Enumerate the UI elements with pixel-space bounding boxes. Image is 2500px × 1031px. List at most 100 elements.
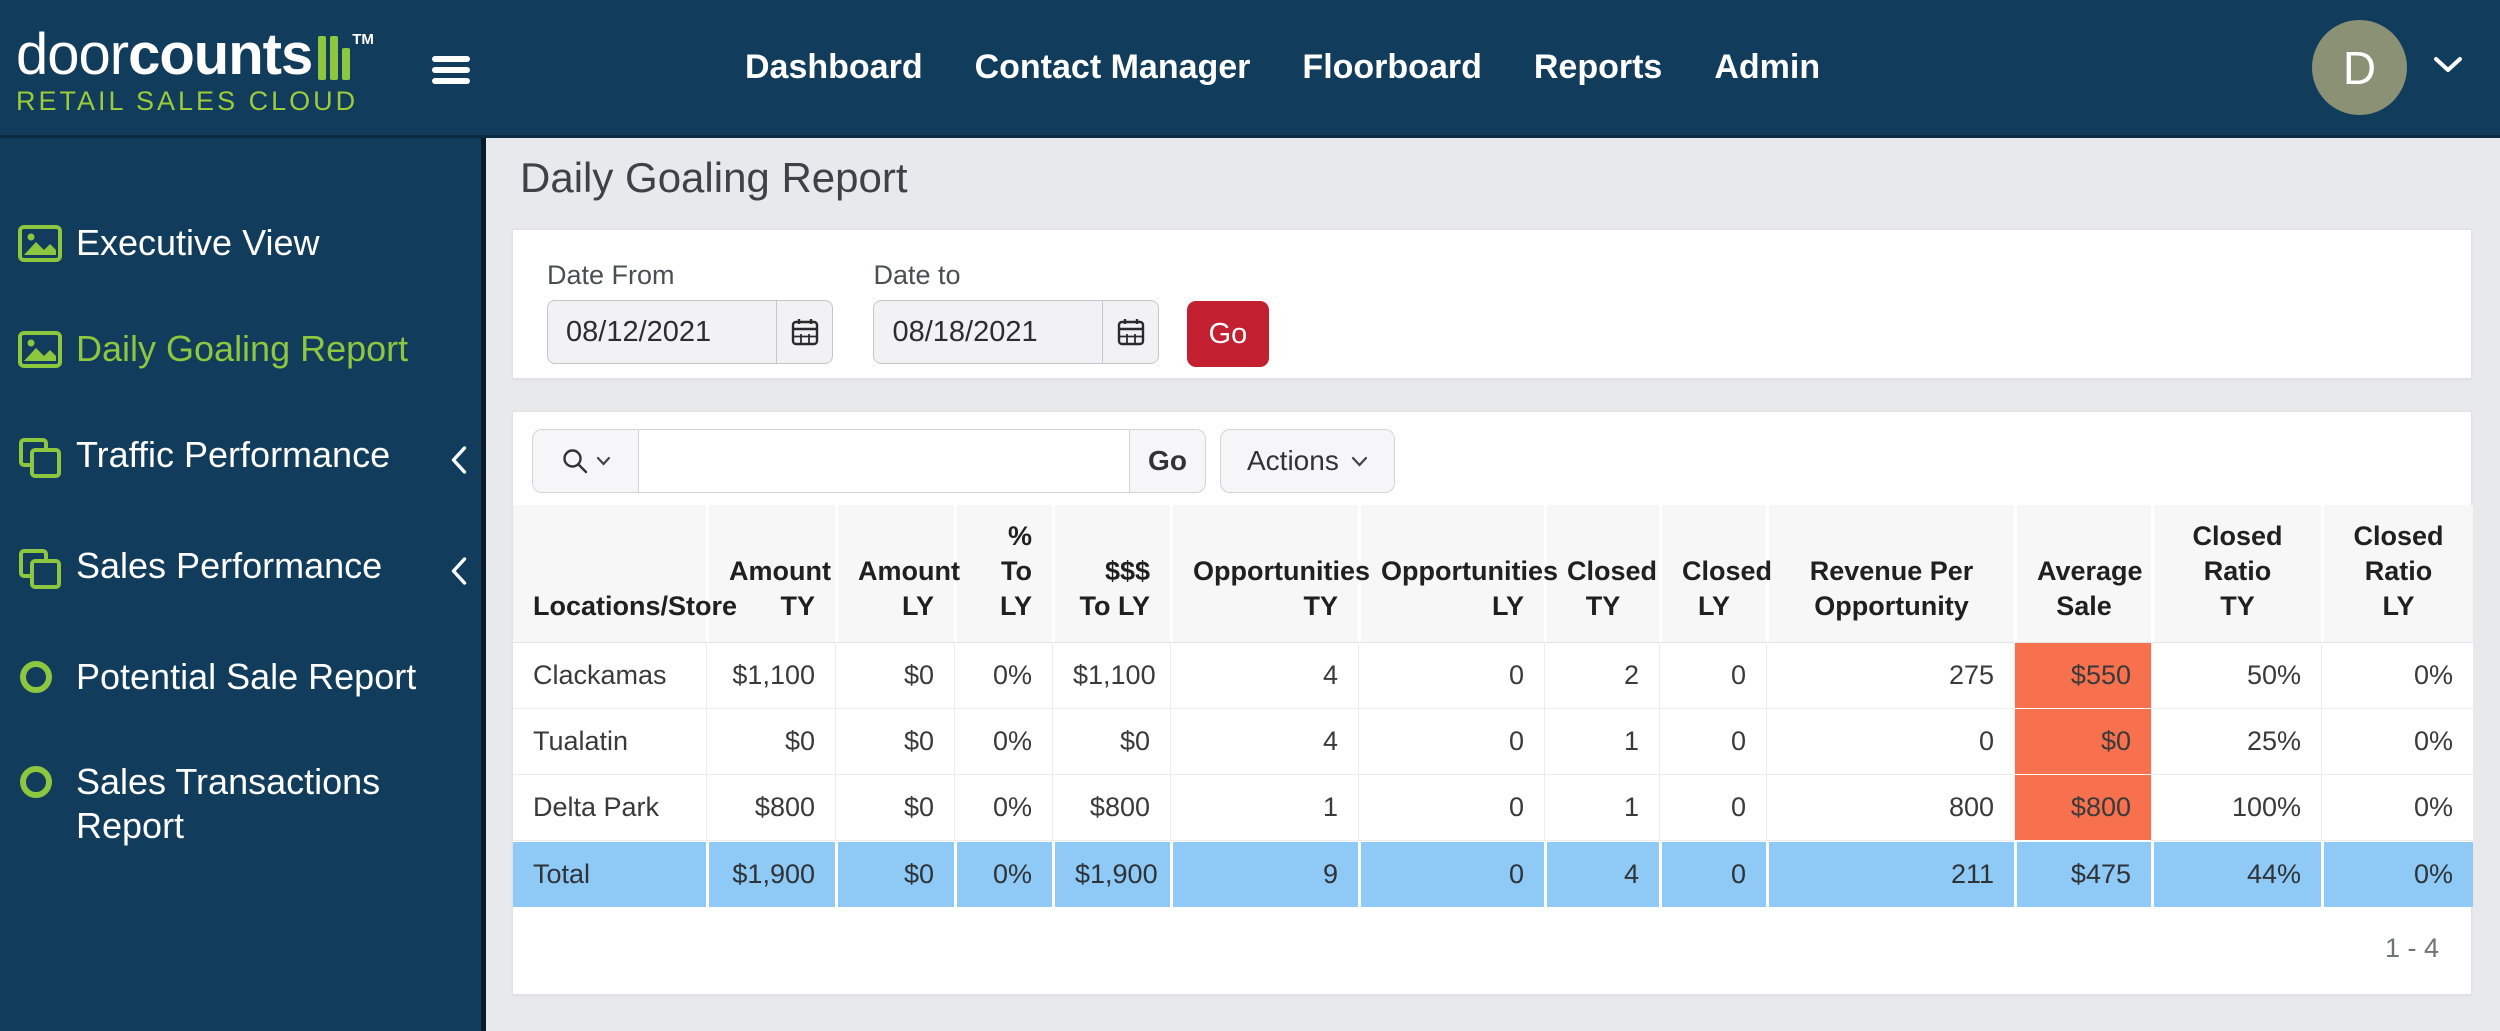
cell-closed-ratio-ty: 44%: [2151, 841, 2321, 907]
nav-admin[interactable]: Admin: [1714, 48, 1821, 86]
date-from-input[interactable]: [548, 301, 776, 363]
search-go-button[interactable]: Go: [1129, 430, 1205, 492]
actions-button[interactable]: Actions: [1220, 429, 1395, 493]
cell-closed-ratio-ty: 50%: [2151, 643, 2321, 709]
column-header-closed-ty[interactable]: Closed TY: [1544, 505, 1659, 643]
nav-reports[interactable]: Reports: [1533, 48, 1663, 86]
column-header-opportunities-ly[interactable]: Opportunities LY: [1358, 505, 1558, 643]
sidebar-item-label: Sales Transactions Report: [76, 761, 381, 846]
search-input[interactable]: [639, 430, 1129, 492]
table-row-total: Total $1,900 $0 0% $1,900 9 0 4 0 211 $475 44% 0%: [513, 841, 2473, 907]
cell-locations-store: Clackamas: [513, 643, 706, 709]
cell-amount-ty: $800: [706, 775, 835, 841]
chevron-left-icon[interactable]: [450, 552, 467, 596]
brand-logo[interactable]: door counts TM RETAIL SALES CLOUD: [16, 26, 374, 117]
cell-opportunities-ly: 0: [1358, 709, 1544, 775]
cell-to-ly: 0%: [954, 775, 1052, 841]
avatar[interactable]: D: [2312, 20, 2407, 115]
chevron-down-icon: [596, 456, 610, 466]
top-navigation: Dashboard Contact Manager Floorboard Report…: [745, 0, 1820, 135]
cell-to-ly: $1,100: [1052, 643, 1170, 709]
cell-opportunities-ly: 0: [1358, 775, 1544, 841]
search-column-selector[interactable]: [533, 430, 639, 492]
column-header-to-ly[interactable]: $$$ To LY: [1052, 505, 1170, 643]
cell-closed-ratio-ly: 0%: [2321, 709, 2473, 775]
column-header-locations-store[interactable]: Locations/Store: [513, 505, 737, 643]
date-go-button[interactable]: Go: [1186, 301, 1269, 367]
table-header: Locations/Store Amount TY Amount LY% To LY…: [513, 505, 2473, 643]
cell-opportunities-ty: 4: [1170, 709, 1358, 775]
sidebar-item-potential-sale-report[interactable]: Potential Sale Report: [0, 655, 481, 705]
date-from-label: Date From: [547, 260, 675, 290]
column-header-amount-ly[interactable]: Amount LY: [835, 505, 960, 643]
cell-to-ly: 0%: [954, 709, 1052, 775]
brand-logo-wordmark: door counts TM: [16, 26, 374, 84]
sidebar-item-traffic-performance[interactable]: Traffic Performance: [0, 433, 481, 489]
column-header-closed-ratio-ly[interactable]: Closed Ratio LY: [2321, 505, 2473, 643]
report-toolbar: Go Actions: [513, 412, 2471, 505]
pages-icon: [18, 548, 76, 600]
calendar-icon[interactable]: [1102, 301, 1158, 363]
cell-closed-ly: 0: [1659, 709, 1766, 775]
page-title: Daily Goaling Report: [520, 154, 908, 201]
chevron-down-icon: [1351, 456, 1367, 467]
nav-dashboard[interactable]: Dashboard: [745, 48, 923, 86]
cell-to-ly: 0%: [954, 841, 1052, 907]
table-row-delta-park: Delta Park $800 $0 0% $800 1 0 1 0 800 $800 100% 0%: [513, 775, 2473, 841]
column-header-closed-ratio-ty[interactable]: Closed Ratio TY: [2151, 505, 2321, 643]
brand-tagline: RETAIL SALES CLOUD: [16, 86, 359, 116]
brand-name-light: door: [16, 22, 129, 87]
nav-floorboard[interactable]: Floorboard: [1302, 48, 1482, 86]
top-header-bar: door counts TM RETAIL SALES CLOUD Dashboa…: [0, 0, 2500, 138]
cell-closed-ly: 0: [1659, 643, 1766, 709]
sidebar-item-sales-transactions-report[interactable]: Sales Transactions Report: [0, 760, 481, 848]
cell-opportunities-ly: 0: [1358, 841, 1544, 907]
cell-closed-ty: 4: [1544, 841, 1659, 907]
cell-amount-ty: $1,900: [706, 841, 835, 907]
column-header-closed-ly[interactable]: Closed LY: [1659, 505, 1772, 643]
cell-opportunities-ty: 9: [1170, 841, 1358, 907]
table-row-tualatin: Tualatin $0 $0 0% $0 4 0 1 0 0 $0 25% 0%: [513, 709, 2473, 775]
cell-revenue-per-opportunity: 800: [1766, 775, 2014, 841]
nav-contact-manager[interactable]: Contact Manager: [974, 48, 1251, 86]
chevron-left-icon[interactable]: [450, 441, 467, 485]
cell-locations-store: Delta Park: [513, 775, 706, 841]
brand-bars-icon: [318, 36, 351, 80]
chevron-down-icon[interactable]: [2433, 56, 2463, 79]
cell-to-ly: 0%: [954, 643, 1052, 709]
hamburger-menu-icon[interactable]: [432, 56, 470, 84]
column-header-opportunities-ty[interactable]: Opportunities TY: [1170, 505, 1370, 643]
sidebar-item-executive-view[interactable]: Executive View: [0, 221, 481, 272]
cell-amount-ly: $0: [835, 643, 954, 709]
sidebar: Executive View Daily Goaling Report Traf…: [0, 138, 486, 1031]
cell-closed-ty: 2: [1544, 643, 1659, 709]
user-menu[interactable]: D: [2312, 20, 2463, 115]
search-bar: Go: [532, 429, 1206, 493]
column-header-average-sale[interactable]: Average Sale: [2014, 505, 2151, 643]
sidebar-item-label: Sales Performance: [76, 545, 383, 586]
cell-closed-ratio-ty: 25%: [2151, 709, 2321, 775]
cell-locations-store: Total: [513, 841, 706, 907]
actions-button-label: Actions: [1247, 445, 1339, 476]
main-content: Daily Goaling Report Date From: [491, 138, 2500, 1031]
calendar-icon[interactable]: [776, 301, 832, 363]
cell-revenue-per-opportunity: 211: [1766, 841, 2014, 907]
sidebar-item-daily-goaling-report[interactable]: Daily Goaling Report: [0, 327, 481, 378]
column-header-to-ly[interactable]: % To LY: [954, 505, 1052, 643]
image-icon: [18, 225, 76, 272]
sidebar-item-sales-performance[interactable]: Sales Performance: [0, 544, 481, 600]
cell-to-ly: $800: [1052, 775, 1170, 841]
cell-revenue-per-opportunity: 0: [1766, 709, 2014, 775]
cell-amount-ty: $0: [706, 709, 835, 775]
cell-closed-ratio-ly: 0%: [2321, 841, 2473, 907]
column-header-amount-ty[interactable]: Amount TY: [706, 505, 835, 643]
date-to-input[interactable]: [874, 301, 1103, 363]
sidebar-item-label: Potential Sale Report: [76, 656, 417, 697]
cell-closed-ratio-ty: 100%: [2151, 775, 2321, 841]
cell-closed-ly: 0: [1659, 775, 1766, 841]
cell-to-ly: $1,900: [1052, 841, 1170, 907]
brand-name-bold: counts: [128, 22, 313, 87]
column-header-revenue-per-opportunity[interactable]: Revenue Per Opportunity: [1766, 505, 2014, 643]
cell-closed-ly: 0: [1659, 841, 1766, 907]
